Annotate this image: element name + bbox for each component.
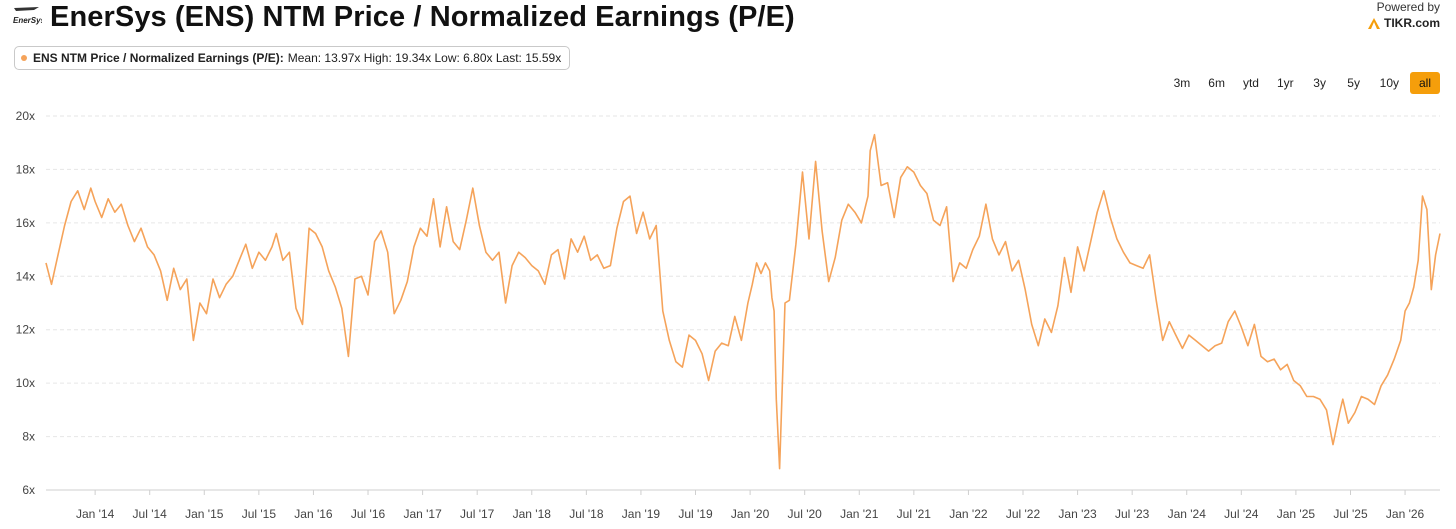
- y-tick-label: 16x: [16, 216, 35, 230]
- y-tick-label: 12x: [16, 323, 35, 337]
- x-tick-label: Jul '15: [242, 507, 277, 521]
- x-tick-label: Jan '26: [1386, 507, 1425, 521]
- x-tick-label: Jul '22: [1006, 507, 1041, 521]
- x-tick-label: Jul '19: [678, 507, 713, 521]
- x-tick-label: Jul '21: [897, 507, 932, 521]
- range-button-ytd[interactable]: ytd: [1242, 76, 1259, 90]
- x-tick-label: Jul '17: [460, 507, 495, 521]
- x-tick-label: Jan '20: [731, 507, 770, 521]
- y-tick-label: 10x: [16, 376, 35, 390]
- x-tick-label: Jan '21: [840, 507, 879, 521]
- series-legend[interactable]: ENS NTM Price / Normalized Earnings (P/E…: [14, 46, 571, 70]
- y-tick-label: 6x: [22, 483, 35, 497]
- range-button-5y[interactable]: 5y: [1347, 76, 1360, 90]
- range-button-3m[interactable]: 3m: [1173, 76, 1191, 90]
- x-tick-label: Jul '18: [569, 507, 604, 521]
- y-tick-label: 8x: [22, 430, 35, 444]
- x-tick-label: Jan '14: [76, 507, 115, 521]
- x-tick-label: Jan '19: [622, 507, 661, 521]
- x-tick-label: Jan '16: [294, 507, 333, 521]
- logo-text: EnerSys: [13, 16, 42, 25]
- y-tick-label: 18x: [16, 162, 35, 176]
- x-tick-label: Jan '23: [1058, 507, 1097, 521]
- powered-by-label: Powered by: [1376, 0, 1440, 14]
- tikr-brand-text: TIKR.com: [1383, 16, 1440, 30]
- legend-dot-icon: [21, 55, 27, 61]
- x-tick-label: Jul '20: [788, 507, 823, 521]
- y-tick-label: 20x: [16, 109, 35, 123]
- x-tick-label: Jul '16: [351, 507, 386, 521]
- x-tick-label: Jan '25: [1277, 507, 1316, 521]
- series-line: [45, 133, 1441, 470]
- page-title: EnerSys (ENS) NTM Price / Normalized Ear…: [50, 1, 795, 33]
- x-tick-label: Jul '24: [1224, 507, 1259, 521]
- range-button-all[interactable]: all: [1410, 72, 1440, 94]
- legend-series-name: ENS NTM Price / Normalized Earnings (P/E…: [33, 51, 284, 65]
- range-button-6m[interactable]: 6m: [1208, 76, 1225, 90]
- powered-by: Powered by TIKR.com: [1367, 0, 1440, 30]
- x-tick-label: Jul '14: [133, 507, 168, 521]
- tikr-brand[interactable]: TIKR.com: [1367, 16, 1440, 30]
- x-tick-label: Jan '24: [1168, 507, 1207, 521]
- tikr-logo-icon: [1367, 17, 1380, 29]
- range-selector: 3m 6m ytd 1yr 3y 5y 10y all: [1167, 72, 1440, 94]
- range-button-10y[interactable]: 10y: [1379, 76, 1399, 90]
- legend-stats: Mean: 13.97x High: 19.34x Low: 6.80x Las…: [287, 51, 562, 65]
- range-button-3y[interactable]: 3y: [1313, 76, 1326, 90]
- x-tick-label: Jan '22: [949, 507, 988, 521]
- x-tick-label: Jan '17: [403, 507, 442, 521]
- x-tick-label: Jan '15: [185, 507, 224, 521]
- x-tick-label: Jul '23: [1115, 507, 1150, 521]
- x-tick-label: Jan '18: [513, 507, 552, 521]
- enersys-logo: EnerSys: [12, 6, 46, 28]
- y-tick-label: 14x: [16, 269, 35, 283]
- x-tick-label: Jul '25: [1333, 507, 1368, 521]
- range-button-1yr[interactable]: 1yr: [1276, 76, 1294, 90]
